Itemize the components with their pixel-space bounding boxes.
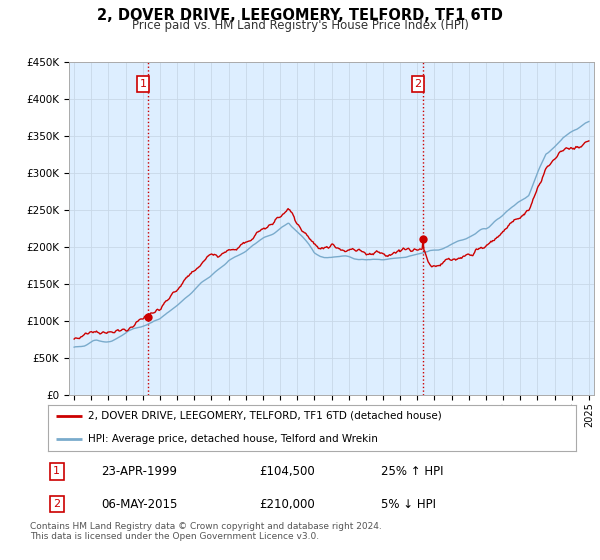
Text: 23-APR-1999: 23-APR-1999 [101, 465, 177, 478]
Text: 25% ↑ HPI: 25% ↑ HPI [380, 465, 443, 478]
Text: 2: 2 [415, 79, 422, 89]
Text: 2: 2 [53, 499, 61, 509]
Text: HPI: Average price, detached house, Telford and Wrekin: HPI: Average price, detached house, Telf… [88, 434, 377, 444]
Text: 2, DOVER DRIVE, LEEGOMERY, TELFORD, TF1 6TD (detached house): 2, DOVER DRIVE, LEEGOMERY, TELFORD, TF1 … [88, 411, 442, 421]
Text: £104,500: £104,500 [259, 465, 315, 478]
Text: 1: 1 [53, 466, 60, 477]
Text: Contains HM Land Registry data © Crown copyright and database right 2024.
This d: Contains HM Land Registry data © Crown c… [30, 522, 382, 542]
Text: Price paid vs. HM Land Registry's House Price Index (HPI): Price paid vs. HM Land Registry's House … [131, 19, 469, 32]
Text: 1: 1 [139, 79, 146, 89]
Text: 06-MAY-2015: 06-MAY-2015 [101, 498, 177, 511]
Text: 5% ↓ HPI: 5% ↓ HPI [380, 498, 436, 511]
Text: £210,000: £210,000 [259, 498, 315, 511]
Text: 2, DOVER DRIVE, LEEGOMERY, TELFORD, TF1 6TD: 2, DOVER DRIVE, LEEGOMERY, TELFORD, TF1 … [97, 8, 503, 24]
